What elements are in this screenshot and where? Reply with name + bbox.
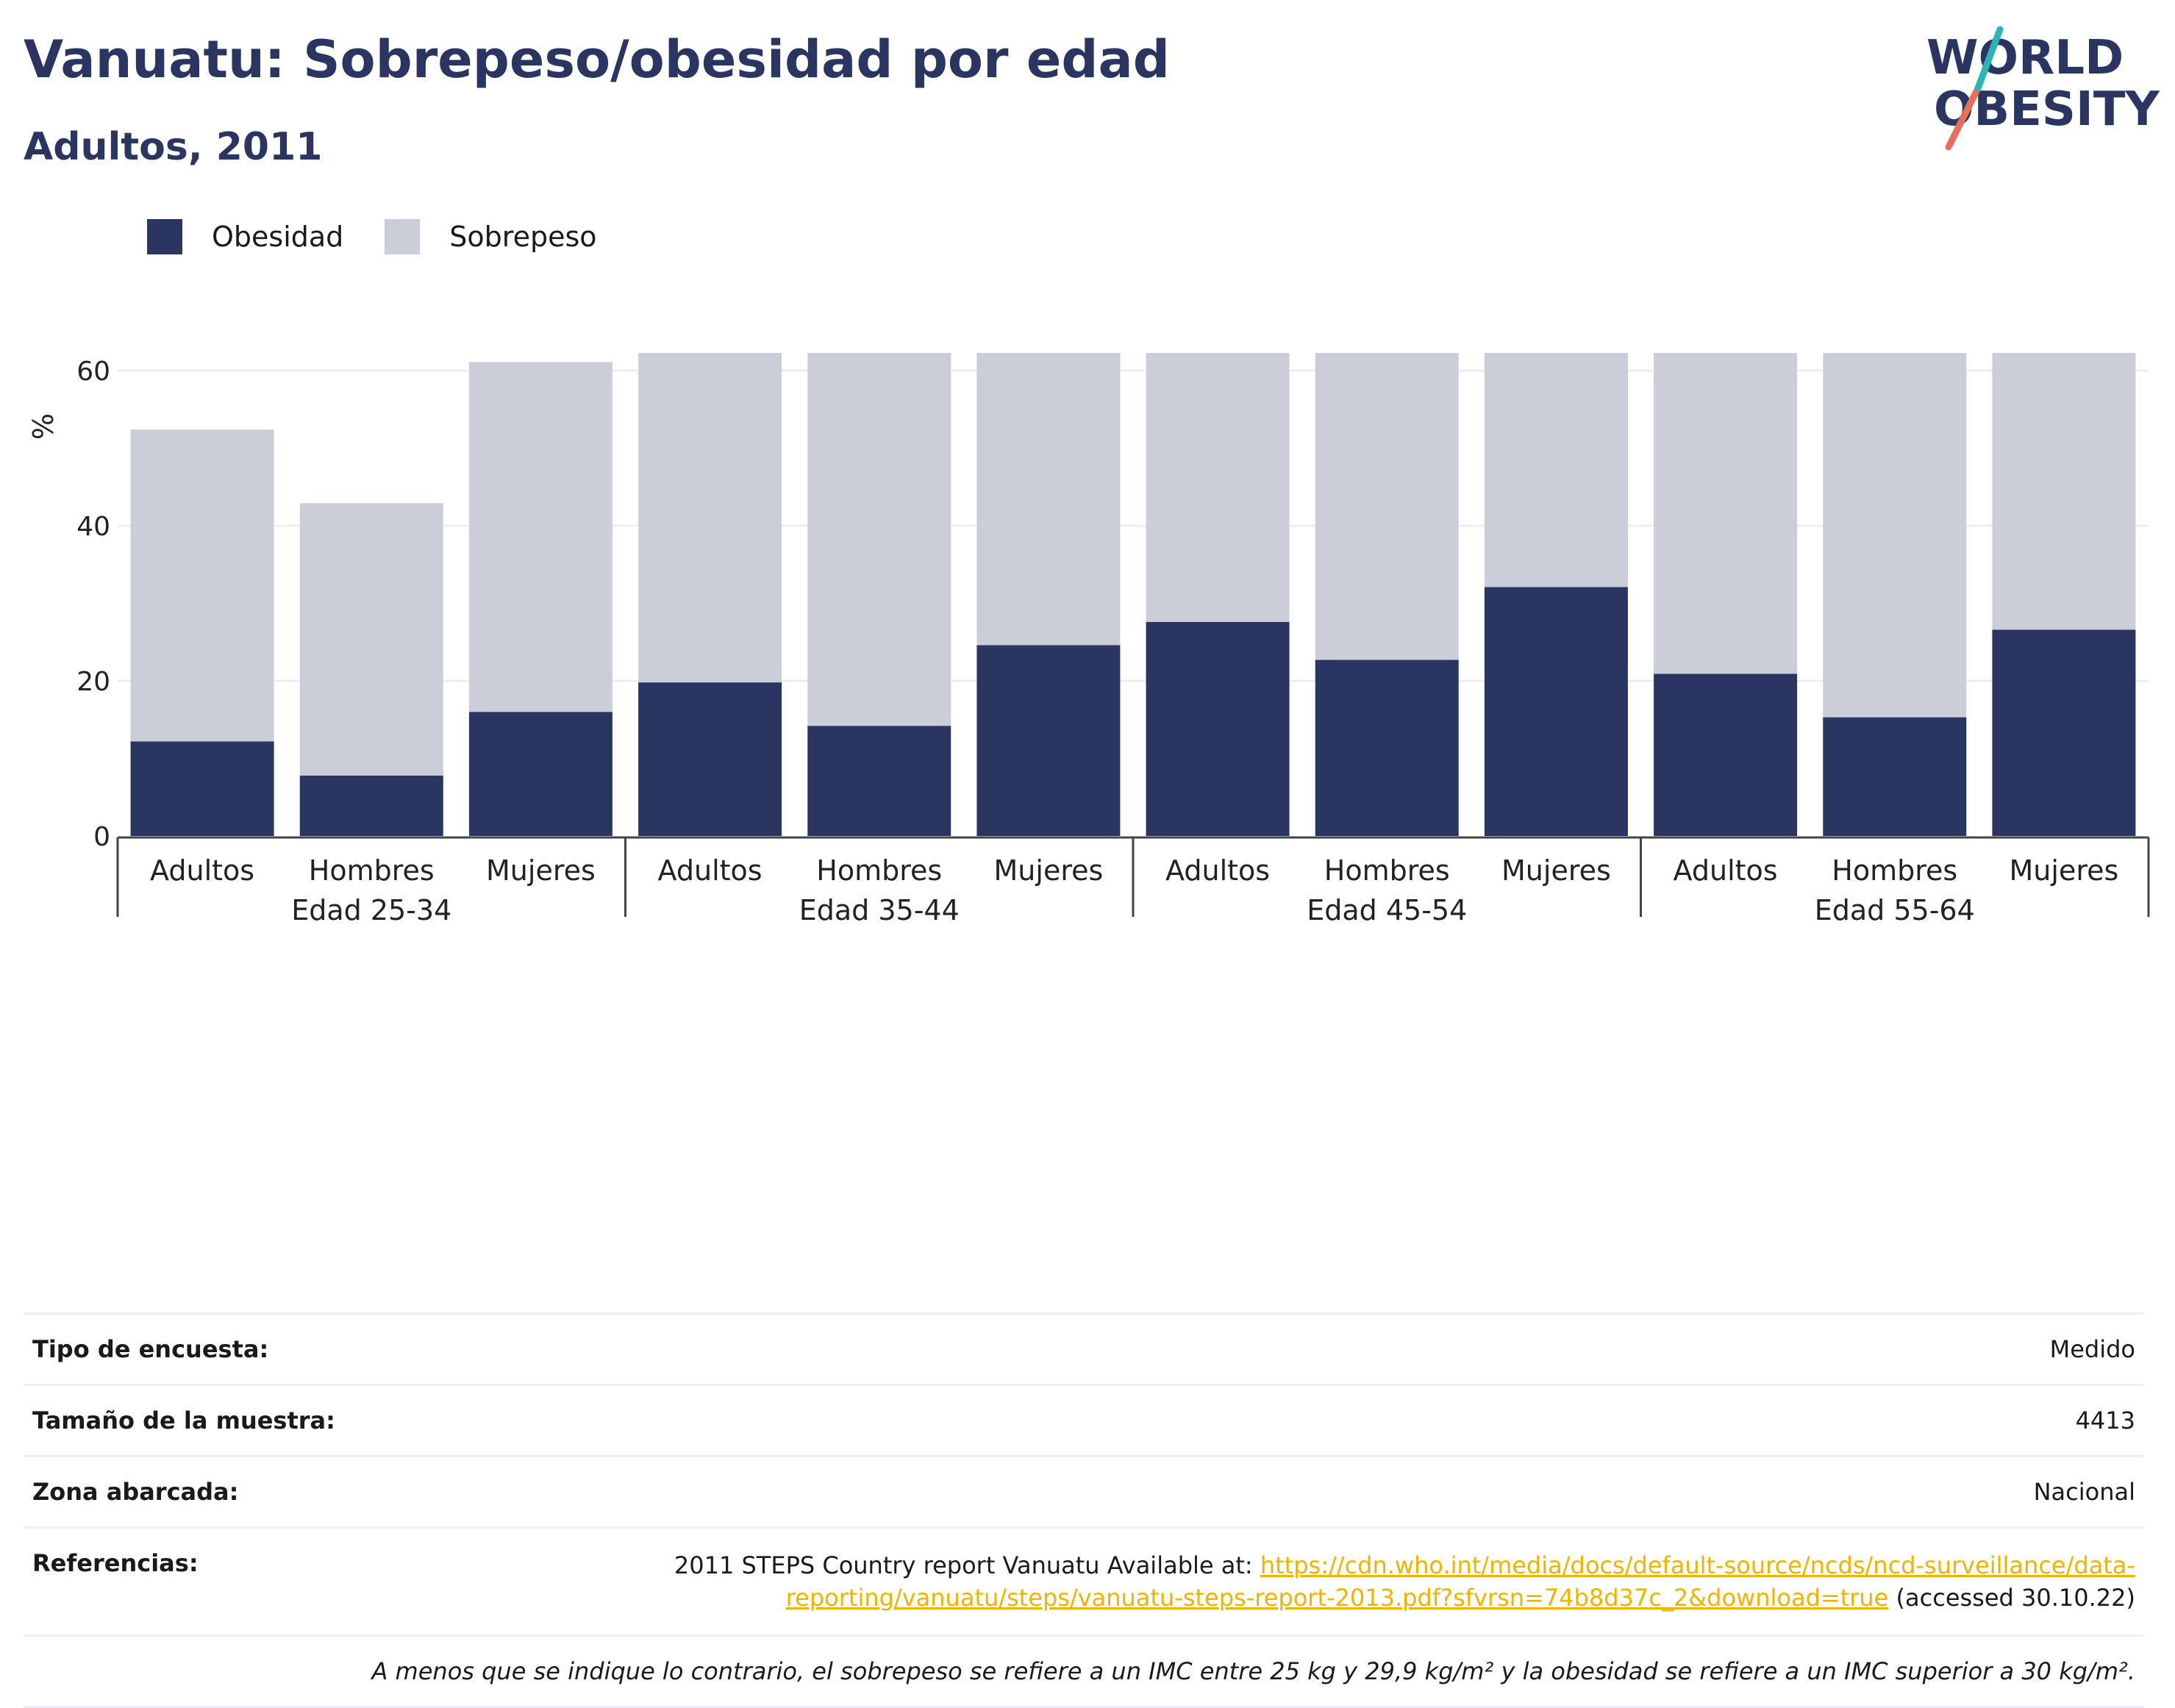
bar-obesidad bbox=[976, 645, 1121, 836]
references-prefix: 2011 STEPS Country report Vanuatu Availa… bbox=[674, 1551, 1260, 1579]
references-link[interactable]: https://cdn.who.int/media/docs/default-s… bbox=[785, 1551, 2135, 1612]
x-tick-label: Mujeres bbox=[1501, 854, 1611, 887]
bar-obesidad bbox=[1823, 717, 1967, 836]
y-tick-label: 0 bbox=[93, 822, 110, 852]
y-tick-label: 40 bbox=[76, 512, 110, 542]
bar-sobrepeso bbox=[976, 353, 1121, 646]
area-value: Nacional bbox=[2033, 1478, 2135, 1506]
bar-obesidad bbox=[1992, 629, 2136, 836]
legend-swatch-obesidad bbox=[147, 219, 182, 254]
x-tick-label: Adultos bbox=[1674, 854, 1778, 887]
sample-size-label: Tamaño de la muestra: bbox=[32, 1407, 335, 1434]
info-table: Tipo de encuesta: Medido Tamaño de la mu… bbox=[24, 1312, 2144, 1708]
bar-obesidad bbox=[130, 741, 274, 836]
bar-sobrepeso bbox=[299, 503, 443, 776]
group-label: Edad 45-54 bbox=[1307, 894, 1467, 926]
page-title: Vanuatu: Sobrepeso/obesidad por edad bbox=[24, 29, 1170, 90]
bar-obesidad bbox=[807, 726, 951, 836]
references-label: Referencias: bbox=[32, 1549, 199, 1577]
x-tick-label: Mujeres bbox=[2010, 854, 2119, 887]
stacked-bar-chart: 020406080100%AdultosHombresMujeresAdulto… bbox=[27, 353, 2150, 926]
bar-sobrepeso bbox=[1315, 353, 1459, 660]
x-tick-label: Hombres bbox=[1832, 854, 1957, 887]
bar-sobrepeso bbox=[1823, 353, 1967, 718]
y-tick-label: 60 bbox=[76, 357, 110, 387]
bar-obesidad bbox=[299, 775, 443, 836]
bar-sobrepeso bbox=[1992, 353, 2136, 630]
x-tick-label: Mujeres bbox=[486, 854, 596, 887]
bar-sobrepeso bbox=[1654, 353, 1798, 674]
legend-item-obesidad: Obesidad bbox=[147, 219, 343, 254]
x-tick-label: Adultos bbox=[1165, 854, 1270, 887]
survey-type-label: Tipo de encuesta: bbox=[32, 1335, 269, 1363]
bar-sobrepeso bbox=[1484, 353, 1628, 587]
bar-sobrepeso bbox=[130, 429, 274, 742]
bar-obesidad bbox=[1654, 673, 1798, 836]
chart-plot-group: 020406080100%AdultosHombresMujeresAdulto… bbox=[27, 353, 2150, 926]
sample-size-value: 4413 bbox=[2075, 1407, 2135, 1434]
bar-obesidad bbox=[638, 682, 782, 836]
x-tick-label: Hombres bbox=[816, 854, 942, 887]
bar-sobrepeso bbox=[638, 353, 782, 683]
x-tick-label: Hombres bbox=[1324, 854, 1450, 887]
bar-sobrepeso bbox=[468, 362, 612, 712]
x-tick-label: Hombres bbox=[309, 854, 435, 887]
svg-text:OBESITY: OBESITY bbox=[1934, 82, 2160, 137]
world-obesity-logo: WORLD OBESITY bbox=[1926, 26, 2160, 151]
bar-obesidad bbox=[1146, 621, 1290, 836]
references-suffix: (accessed 30.10.22) bbox=[1888, 1584, 2135, 1612]
y-axis-label: % bbox=[27, 413, 60, 440]
references-row: Referencias: 2011 STEPS Country report V… bbox=[24, 1526, 2144, 1634]
area-label: Zona abarcada: bbox=[32, 1478, 239, 1506]
x-tick-label: Mujeres bbox=[994, 854, 1104, 887]
survey-type-value: Medido bbox=[2049, 1335, 2135, 1363]
bar-obesidad bbox=[468, 712, 612, 836]
references-value: 2011 STEPS Country report Vanuatu Availa… bbox=[665, 1549, 2135, 1614]
y-tick-label: 20 bbox=[76, 667, 110, 697]
x-tick-label: Adultos bbox=[150, 854, 254, 887]
legend-swatch-sobrepeso bbox=[385, 219, 421, 254]
area-row: Zona abarcada: Nacional bbox=[24, 1455, 2144, 1526]
group-label: Edad 55-64 bbox=[1815, 894, 1975, 926]
legend-label: Sobrepeso bbox=[449, 221, 597, 253]
sample-size-row: Tamaño de la muestra: 4413 bbox=[24, 1384, 2144, 1455]
bar-obesidad bbox=[1484, 587, 1628, 836]
chart-legend: Obesidad Sobrepeso bbox=[147, 218, 638, 256]
group-label: Edad 35-44 bbox=[799, 894, 960, 926]
footnote: A menos que se indique lo contrario, el … bbox=[24, 1634, 2144, 1708]
x-tick-label: Adultos bbox=[658, 854, 762, 887]
survey-type-row: Tipo de encuesta: Medido bbox=[24, 1312, 2144, 1384]
legend-item-sobrepeso: Sobrepeso bbox=[385, 219, 597, 254]
legend-label: Obesidad bbox=[212, 221, 344, 253]
svg-text:WORLD: WORLD bbox=[1926, 31, 2124, 85]
bar-obesidad bbox=[1315, 660, 1459, 836]
group-label: Edad 25-34 bbox=[291, 894, 451, 926]
bar-sobrepeso bbox=[1146, 353, 1290, 622]
page-subtitle: Adultos, 2011 bbox=[24, 125, 323, 169]
bar-sobrepeso bbox=[807, 353, 951, 726]
